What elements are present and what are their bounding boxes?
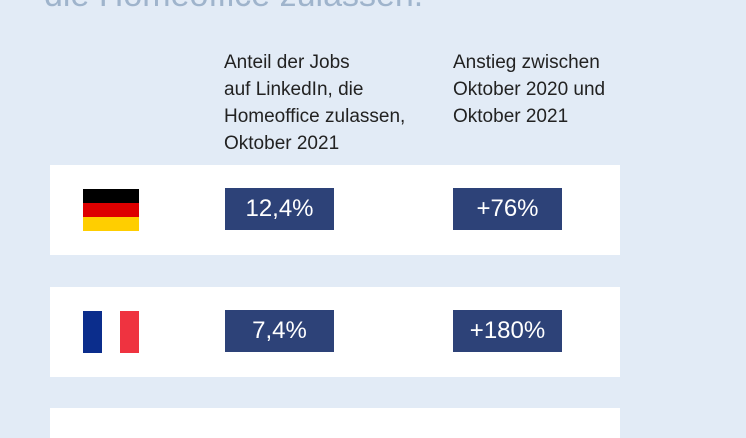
share-value-germany: 12,4% [225,188,334,230]
flag-stripe-blue [83,311,102,353]
share-value-france: 7,4% [225,310,334,352]
france-flag-icon [83,311,140,353]
flag-stripe-gold [83,217,139,231]
header-line: Anstieg zwischen [453,52,600,73]
growth-value-germany: +76% [453,188,562,230]
header-line: Oktober 2021 [453,106,569,127]
flag-stripe-black [83,189,139,203]
row-germany: 12,4% +76% [50,165,620,255]
growth-value-france: +180% [453,310,562,352]
column-header-growth: Anstieg zwischen Oktober 2020 und Oktobe… [453,49,605,130]
column-header-share: Anteil der Jobs auf LinkedIn, die Homeof… [224,49,405,157]
header-line: Oktober 2021 [224,133,340,154]
flag-stripe-white [101,311,121,353]
page-title: die Homeoffice zulassen. [44,0,423,12]
germany-flag-icon [83,189,139,231]
flag-stripe-red [83,203,139,217]
flag-stripe-red [120,311,140,353]
header-line: Oktober 2020 und [453,79,606,100]
header-line: Homeoffice zulassen, [224,106,406,127]
row-next-partial [50,408,620,438]
row-france: 7,4% +180% [50,287,620,377]
header-line: Anteil der Jobs [224,52,350,73]
header-line: auf LinkedIn, die [224,79,364,100]
